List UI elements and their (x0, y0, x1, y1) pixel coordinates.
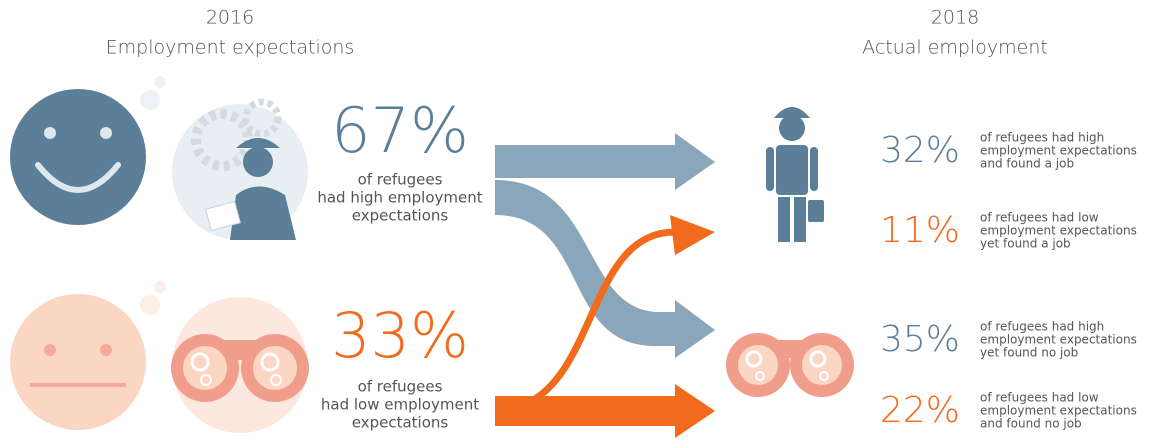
description: of refugees (358, 378, 443, 396)
happy-face (10, 76, 166, 225)
year: 2016 (206, 7, 254, 29)
worker-figure (766, 107, 824, 242)
percent: 35% (880, 319, 960, 360)
description: expectations (352, 207, 449, 225)
flows (495, 133, 715, 438)
description: of refugees had low (980, 391, 1099, 405)
year: 2018 (931, 7, 979, 29)
description: employment expectations (980, 333, 1137, 347)
description: had low employment (321, 396, 479, 414)
description: yet found no job (980, 346, 1078, 360)
binoculars-icon (171, 297, 309, 433)
binoculars-figure (726, 333, 854, 397)
description: of refugees had high (980, 320, 1104, 334)
percent: 22% (880, 390, 960, 431)
description: of refugees had high (980, 131, 1104, 145)
percent: 67% (331, 94, 469, 167)
description: yet found a job (980, 237, 1071, 251)
percent: 11% (880, 210, 960, 251)
description: expectations (352, 414, 449, 432)
percent: 33% (331, 299, 469, 372)
heading: Employment expectations (106, 37, 355, 59)
description: employment expectations (980, 224, 1137, 238)
neutral-face (10, 281, 166, 430)
heading: Actual employment (862, 37, 1048, 59)
description: and found no job (980, 417, 1082, 431)
infographic: 2016 Employment expectations 2018 Actual… (0, 0, 1152, 441)
description: employment expectations (980, 144, 1137, 158)
percent: 32% (880, 130, 960, 171)
description: employment expectations (980, 404, 1137, 418)
description: had high employment (317, 189, 482, 207)
description: and found a job (980, 157, 1074, 171)
worker-icon (172, 102, 308, 240)
description: of refugees had low (980, 211, 1099, 225)
description: of refugees (358, 171, 443, 189)
